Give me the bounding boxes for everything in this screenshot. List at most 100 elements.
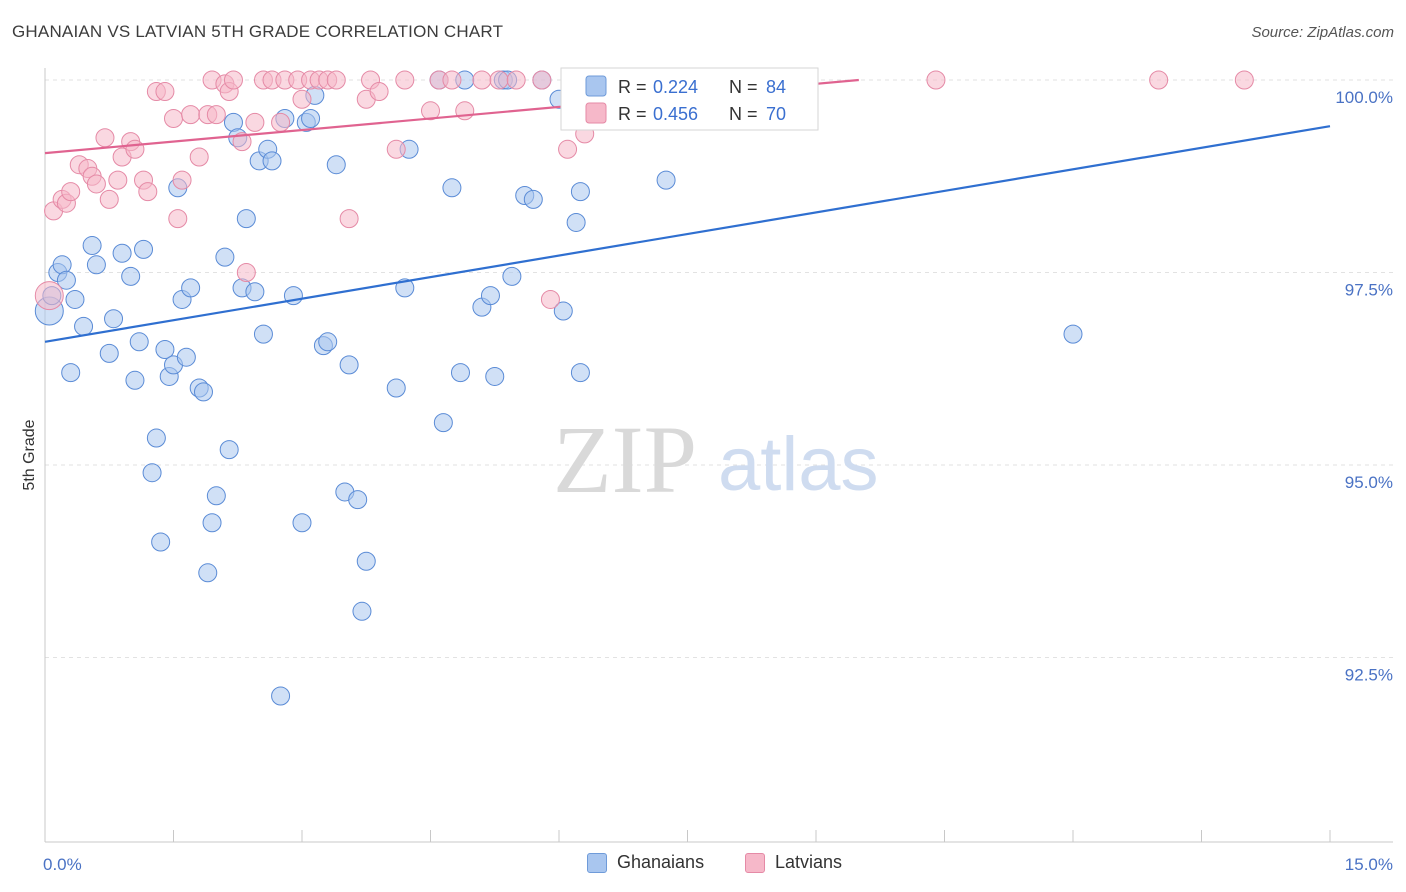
latvian-point (339, 209, 359, 229)
ghanaian-point (61, 363, 81, 383)
watermark: ZIP atlas (553, 406, 879, 513)
latvian-point (506, 70, 526, 90)
latvian-point (442, 70, 462, 90)
ghanaian-point (433, 413, 453, 433)
legend-n-label-1: N = (729, 104, 758, 124)
ghanaian-point (86, 255, 106, 275)
latvian-point (245, 112, 265, 132)
ghanaian-point (151, 532, 171, 552)
legend-r-value-0: 0.224 (653, 77, 698, 97)
ghanaians-swatch (587, 852, 607, 873)
legend-n-value-0: 84 (766, 77, 786, 97)
ghanaian-point (348, 490, 368, 510)
ghanaian-point (202, 513, 222, 533)
ghanaian-point (386, 378, 406, 398)
latvian-point (489, 70, 509, 90)
latvian-point (155, 82, 175, 102)
ghanaians-label: Ghanaians (617, 852, 705, 872)
x-tick-label: 0.0% (43, 855, 82, 874)
ghanaian-point (99, 343, 119, 363)
latvian-point (172, 170, 192, 190)
ghanaian-point (301, 109, 321, 128)
ghanaian-point (553, 301, 573, 321)
latvian-point (455, 101, 475, 121)
watermark-atlas: atlas (718, 422, 879, 507)
legend-n-label-0: N = (729, 77, 758, 97)
ghanaian-point (566, 212, 586, 232)
latvian-point (472, 70, 492, 90)
ghanaian-point (442, 178, 462, 198)
latvian-point (232, 132, 252, 152)
ghanaian-point (74, 316, 94, 336)
ghanaian-point (82, 236, 102, 256)
ghanaian-point (570, 182, 590, 202)
ghanaian-point (570, 363, 590, 383)
ghanaian-point (262, 151, 282, 171)
ghanaian-point (176, 347, 196, 367)
ghanaian-point (219, 440, 239, 460)
latvian-point (181, 105, 201, 125)
legend-r-value-1: 0.456 (653, 104, 698, 124)
watermark-zip: ZIP (553, 406, 697, 513)
latvian-point (421, 101, 440, 121)
legend-swatch-ghanaians (585, 75, 607, 97)
latvian-point (108, 170, 128, 190)
latvian-point (292, 89, 312, 109)
latvian-point (164, 109, 183, 128)
ghanaian-point (56, 270, 76, 290)
ghanaian-point (236, 209, 256, 229)
ghanaian-point (352, 601, 372, 621)
grid-lines (45, 79, 1393, 658)
ghanaian-point (198, 563, 218, 583)
ghanaian-point (181, 278, 201, 298)
y-axis-title: 5th Grade (21, 419, 38, 490)
ghanaian-point (656, 170, 676, 190)
legend-n-value-1: 70 (766, 104, 786, 124)
latvian-point (1149, 70, 1169, 90)
ghanaian-point (356, 551, 376, 571)
axis-tick-labels: 92.5% 95.0% 97.5% 100.0% 0.0% 15.0% (43, 88, 1393, 874)
latvian-points (34, 70, 1254, 311)
ghanaian-point (146, 428, 166, 448)
stats-legend: R = 0.224 N = 84 R = 0.456 N = 70 (560, 67, 819, 131)
y-tick-label: 100.0% (1335, 88, 1393, 107)
latvian-point (223, 70, 243, 90)
ghanaian-point (485, 366, 505, 386)
latvian-point (206, 105, 226, 125)
series-legend: Ghanaians Latvians (0, 852, 1406, 878)
ghanaian-point (245, 282, 265, 302)
legend-item-ghanaians: Ghanaians (587, 852, 704, 873)
latvian-point (558, 139, 578, 159)
ghanaian-point (121, 266, 141, 286)
latvian-point (540, 289, 560, 309)
ghanaian-point (326, 155, 346, 175)
latvian-point (125, 139, 145, 159)
ghanaian-point (523, 189, 543, 209)
latvian-point (326, 70, 346, 90)
latvian-point (95, 128, 115, 148)
latvian-point (189, 147, 209, 167)
ghanaian-point (142, 463, 162, 483)
source-credit: Source: ZipAtlas.com (1251, 24, 1394, 41)
latvian-point (1234, 70, 1254, 90)
latvian-point (61, 182, 81, 202)
ghanaian-point (395, 278, 415, 298)
latvian-point (926, 70, 946, 90)
ghanaian-point (129, 332, 149, 352)
latvian-point (271, 112, 291, 132)
ghanaian-point (112, 243, 132, 263)
ghanaian-point (134, 239, 154, 259)
latvian-point (138, 182, 158, 202)
ghanaian-point (65, 289, 85, 309)
latvian-point (86, 174, 106, 194)
y-tick-label: 95.0% (1345, 473, 1393, 492)
ghanaian-point (215, 247, 235, 267)
latvian-point (369, 82, 389, 102)
ghanaian-point (1063, 324, 1083, 344)
latvian-point (236, 263, 256, 282)
chart-title: GHANAIAN VS LATVIAN 5TH GRADE CORRELATIO… (12, 22, 504, 41)
ghanaian-point (206, 486, 226, 506)
ghanaian-point (450, 363, 470, 383)
latvian-point (395, 70, 415, 90)
